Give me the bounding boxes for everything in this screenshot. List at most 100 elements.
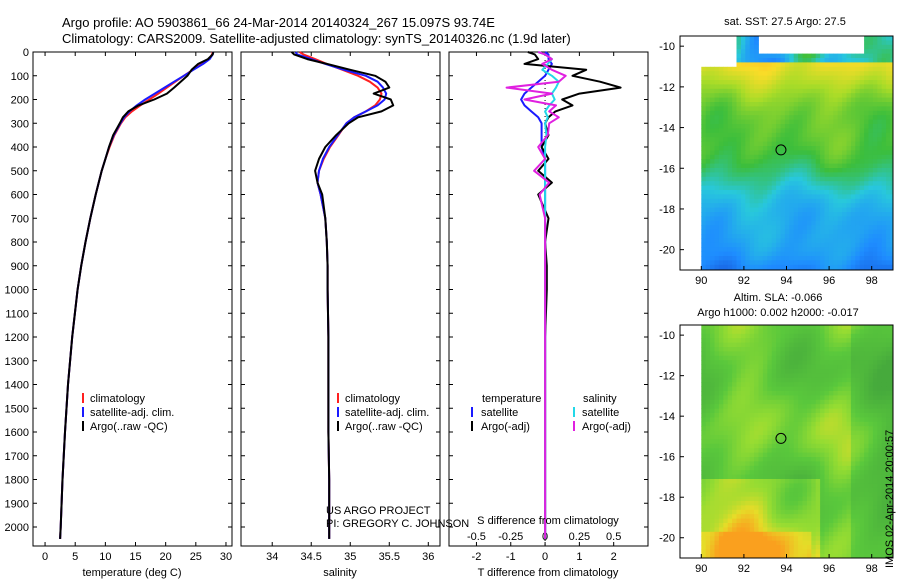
xtick-label: 94 [780, 563, 792, 575]
heatmap-cell [802, 496, 808, 502]
heatmap-cell [868, 527, 874, 533]
heatmap-cell [784, 264, 790, 270]
heatmap-cell [749, 360, 755, 365]
heatmap-cell [833, 417, 839, 423]
heatmap-cell [798, 128, 803, 134]
heatmap-cell [749, 509, 755, 515]
heatmap-cell [811, 137, 817, 142]
heatmap-cell [732, 430, 737, 436]
heatmap-cell [833, 172, 839, 178]
heatmap-cell [811, 457, 817, 462]
heatmap-cell [881, 360, 887, 365]
heatmap-cell [776, 355, 781, 361]
heatmap-cell [886, 386, 891, 392]
difference-axes-frame [448, 51, 649, 547]
heatmap-cell [842, 399, 847, 405]
heatmap-cell [762, 501, 768, 506]
heatmap-cell [754, 264, 759, 270]
heatmap-cell [771, 163, 777, 169]
heatmap-cell [767, 470, 773, 475]
heatmap-cell [736, 71, 742, 76]
heatmap-cell [789, 181, 795, 186]
heatmap-cell [820, 325, 825, 330]
heatmap-cell [868, 44, 874, 50]
heatmap-cell [771, 88, 777, 94]
heatmap-cell [762, 132, 768, 138]
heatmap-cell [868, 457, 874, 462]
heatmap-cell [758, 132, 764, 138]
heatmap-cell [740, 119, 746, 125]
heatmap-cell [762, 172, 768, 178]
heatmap-cell [749, 470, 755, 475]
heatmap-cell [846, 347, 852, 352]
ytick-label: 2000 [5, 522, 29, 534]
heatmap-cell [846, 80, 852, 85]
heatmap-cell [701, 492, 707, 497]
heatmap-cell [758, 150, 764, 156]
heatmap-cell [793, 58, 799, 63]
heatmap-cell [877, 426, 883, 431]
heatmap-cell [886, 146, 891, 151]
heatmap-cell [881, 168, 887, 173]
heatmap-cell [718, 115, 724, 120]
heatmap-cell [872, 391, 878, 396]
heatmap-cell [842, 549, 847, 555]
heatmap-cell [736, 194, 742, 200]
heatmap-cell [837, 71, 843, 76]
heatmap-cell [754, 212, 759, 217]
heatmap-cell [723, 487, 729, 493]
heatmap-cell [754, 338, 759, 343]
heatmap-cell [740, 137, 746, 142]
heatmap-cell [820, 540, 825, 546]
heatmap-cell [789, 325, 795, 330]
salinity-lines [290, 51, 395, 539]
heatmap-cell [736, 88, 742, 94]
heatmap-cell [824, 102, 830, 107]
heatmap-cell [745, 523, 751, 528]
heatmap-cell [701, 163, 707, 169]
heatmap-cell [815, 238, 821, 244]
heatmap-cell [820, 413, 825, 418]
heatmap-cell [886, 137, 891, 142]
heatmap-cell [767, 527, 773, 533]
heatmap-cell [886, 97, 891, 103]
heatmap-cell [868, 329, 874, 335]
heatmap-cell [820, 110, 825, 116]
heatmap-cell [855, 124, 861, 129]
heatmap-cell [762, 435, 768, 440]
heatmap-cell [718, 132, 724, 138]
heatmap-cell [701, 93, 707, 98]
heatmap-cell [811, 66, 817, 72]
heatmap-cell [749, 373, 755, 379]
heatmap-cell [833, 159, 839, 164]
heatmap-cell [710, 487, 715, 493]
heatmap-cell [758, 66, 764, 72]
heatmap-cell [745, 355, 751, 361]
heatmap-cell [850, 198, 856, 204]
heatmap-cell [868, 49, 874, 54]
heatmap-cell [877, 260, 883, 266]
heatmap-cell [806, 553, 812, 558]
heatmap-cell [864, 194, 869, 200]
heatmap-cell [881, 242, 887, 248]
heatmap-cell [881, 75, 887, 81]
heatmap-cell [793, 207, 799, 213]
heatmap-cell [806, 355, 812, 361]
heatmap-cell [771, 395, 777, 401]
heatmap-cell [833, 212, 839, 217]
heatmap-cell [842, 53, 847, 59]
heatmap-cell [842, 364, 847, 370]
heatmap-cell [771, 351, 777, 357]
heatmap-cell [872, 71, 878, 76]
heatmap-cell [784, 225, 790, 230]
heatmap-cell [855, 483, 861, 489]
heatmap-cell [877, 430, 883, 436]
heatmap-cell [718, 505, 724, 511]
heatmap-cell [842, 146, 847, 151]
heatmap-cell [718, 225, 724, 230]
heatmap-cell [771, 545, 777, 550]
heatmap-cell [754, 523, 759, 528]
heatmap-cell [811, 518, 817, 524]
heatmap-cell [890, 58, 893, 63]
heatmap-cell [736, 386, 742, 392]
